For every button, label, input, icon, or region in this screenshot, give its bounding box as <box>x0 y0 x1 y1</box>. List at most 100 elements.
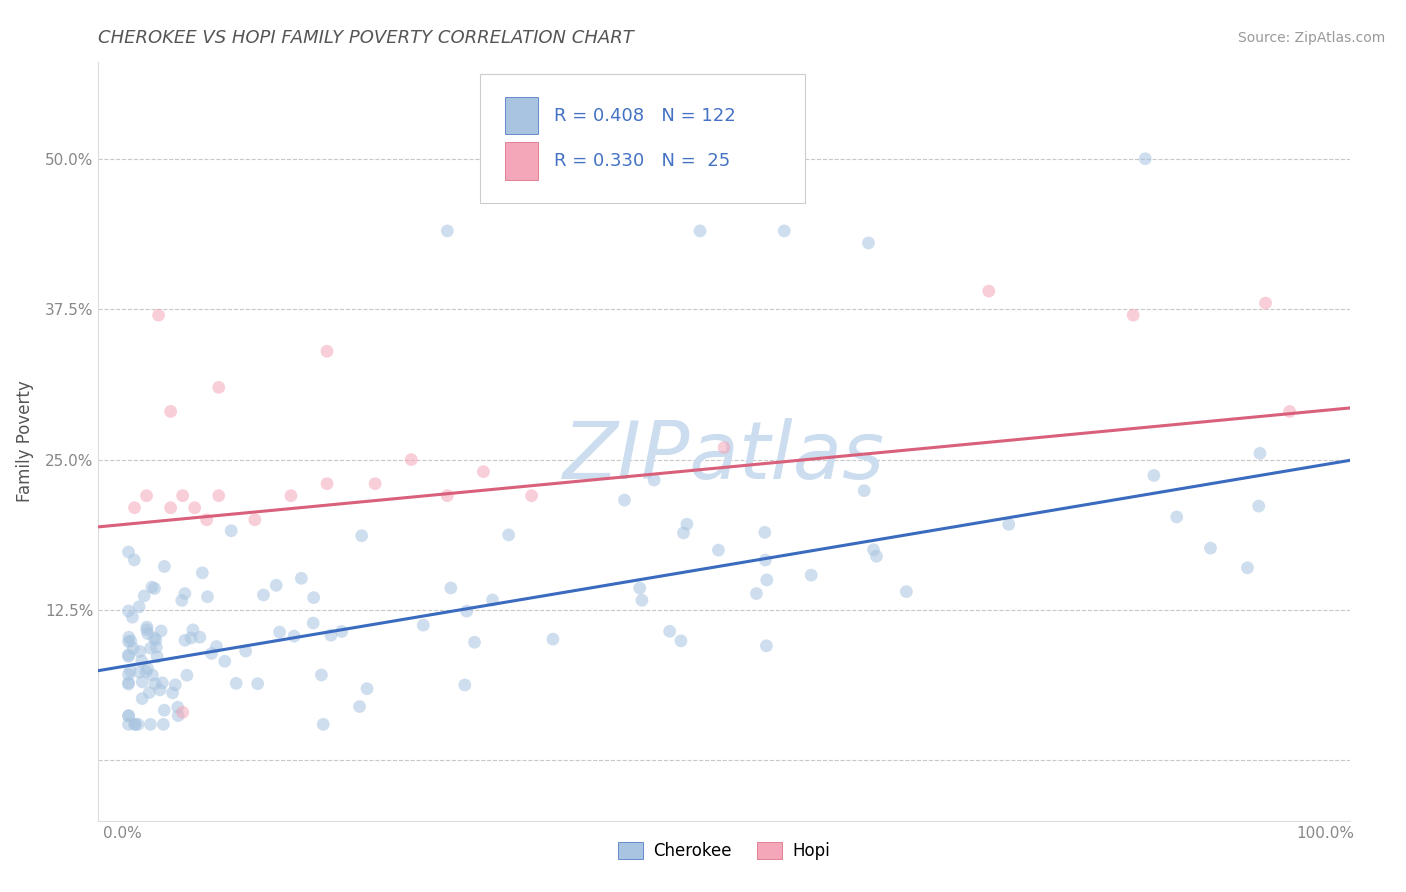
Point <box>713 441 735 455</box>
Point <box>219 524 242 538</box>
Point <box>165 678 187 692</box>
Point <box>149 682 172 697</box>
Point <box>316 344 339 359</box>
Point <box>1249 446 1271 460</box>
Point <box>755 639 778 653</box>
Point <box>124 717 146 731</box>
Point <box>124 500 146 515</box>
Point <box>858 235 880 250</box>
Text: ZIPatlas: ZIPatlas <box>562 417 886 496</box>
Point <box>118 708 141 723</box>
Point <box>127 717 149 731</box>
Point <box>120 664 142 678</box>
Point <box>541 632 564 647</box>
Point <box>440 581 463 595</box>
Point <box>269 625 291 640</box>
Point <box>498 528 520 542</box>
Point <box>316 476 339 491</box>
Point <box>350 529 373 543</box>
Point <box>145 632 167 647</box>
Point <box>754 525 776 540</box>
Point <box>745 586 768 600</box>
Point <box>280 489 302 503</box>
Point <box>773 224 796 238</box>
Point <box>191 566 214 580</box>
Point <box>246 676 269 690</box>
Point <box>121 610 143 624</box>
Point <box>658 624 681 639</box>
Point <box>264 578 287 592</box>
Point <box>150 624 173 638</box>
Point <box>356 681 378 696</box>
Y-axis label: Family Poverty: Family Poverty <box>15 381 34 502</box>
Point <box>349 699 371 714</box>
Point <box>118 630 141 644</box>
Point <box>183 500 205 515</box>
Point <box>707 543 730 558</box>
Point <box>135 489 157 503</box>
Point <box>188 630 211 644</box>
Point <box>319 628 342 642</box>
Point <box>463 635 485 649</box>
Point <box>283 629 305 643</box>
Point <box>143 677 166 691</box>
Point <box>1254 296 1277 310</box>
Point <box>754 553 776 567</box>
Point <box>214 654 236 668</box>
Point <box>117 545 139 559</box>
Text: R = 0.408   N = 122: R = 0.408 N = 122 <box>554 106 735 125</box>
Point <box>672 525 695 540</box>
Point <box>117 717 139 731</box>
Point <box>208 489 231 503</box>
FancyBboxPatch shape <box>479 74 806 202</box>
Point <box>401 452 423 467</box>
Point <box>613 493 636 508</box>
Point <box>436 224 458 238</box>
Legend: Cherokee, Hopi: Cherokee, Hopi <box>612 836 837 867</box>
Point <box>152 717 174 731</box>
Point <box>330 624 353 639</box>
Point <box>124 717 146 731</box>
Point <box>141 668 163 682</box>
Point <box>195 513 218 527</box>
Point <box>131 654 153 668</box>
FancyBboxPatch shape <box>505 97 537 134</box>
Text: Source: ZipAtlas.com: Source: ZipAtlas.com <box>1237 31 1385 45</box>
Point <box>1247 499 1270 513</box>
Point <box>117 649 139 664</box>
Point <box>628 581 651 595</box>
Point <box>153 559 176 574</box>
Point <box>139 641 162 656</box>
Point <box>117 675 139 690</box>
Point <box>172 489 194 503</box>
Point <box>364 476 387 491</box>
Point <box>853 483 876 498</box>
Point <box>197 590 219 604</box>
Point <box>290 571 312 585</box>
Point <box>302 615 325 630</box>
Point <box>412 618 434 632</box>
Point <box>800 568 823 582</box>
Point <box>456 604 478 618</box>
Point <box>235 644 257 658</box>
Point <box>977 284 1000 298</box>
Point <box>252 588 274 602</box>
FancyBboxPatch shape <box>505 143 537 179</box>
Point <box>128 599 150 614</box>
Point <box>139 717 162 731</box>
Point <box>676 517 699 532</box>
Point <box>181 623 204 637</box>
Point <box>122 641 145 656</box>
Point <box>205 640 228 654</box>
Point <box>200 647 222 661</box>
Point <box>120 634 142 648</box>
Point <box>143 631 166 645</box>
Point <box>669 633 692 648</box>
Point <box>166 700 188 714</box>
Point <box>180 631 202 645</box>
Point <box>1143 468 1166 483</box>
Point <box>1236 561 1258 575</box>
Point <box>755 573 778 587</box>
Point <box>134 589 156 603</box>
Point <box>141 580 163 594</box>
